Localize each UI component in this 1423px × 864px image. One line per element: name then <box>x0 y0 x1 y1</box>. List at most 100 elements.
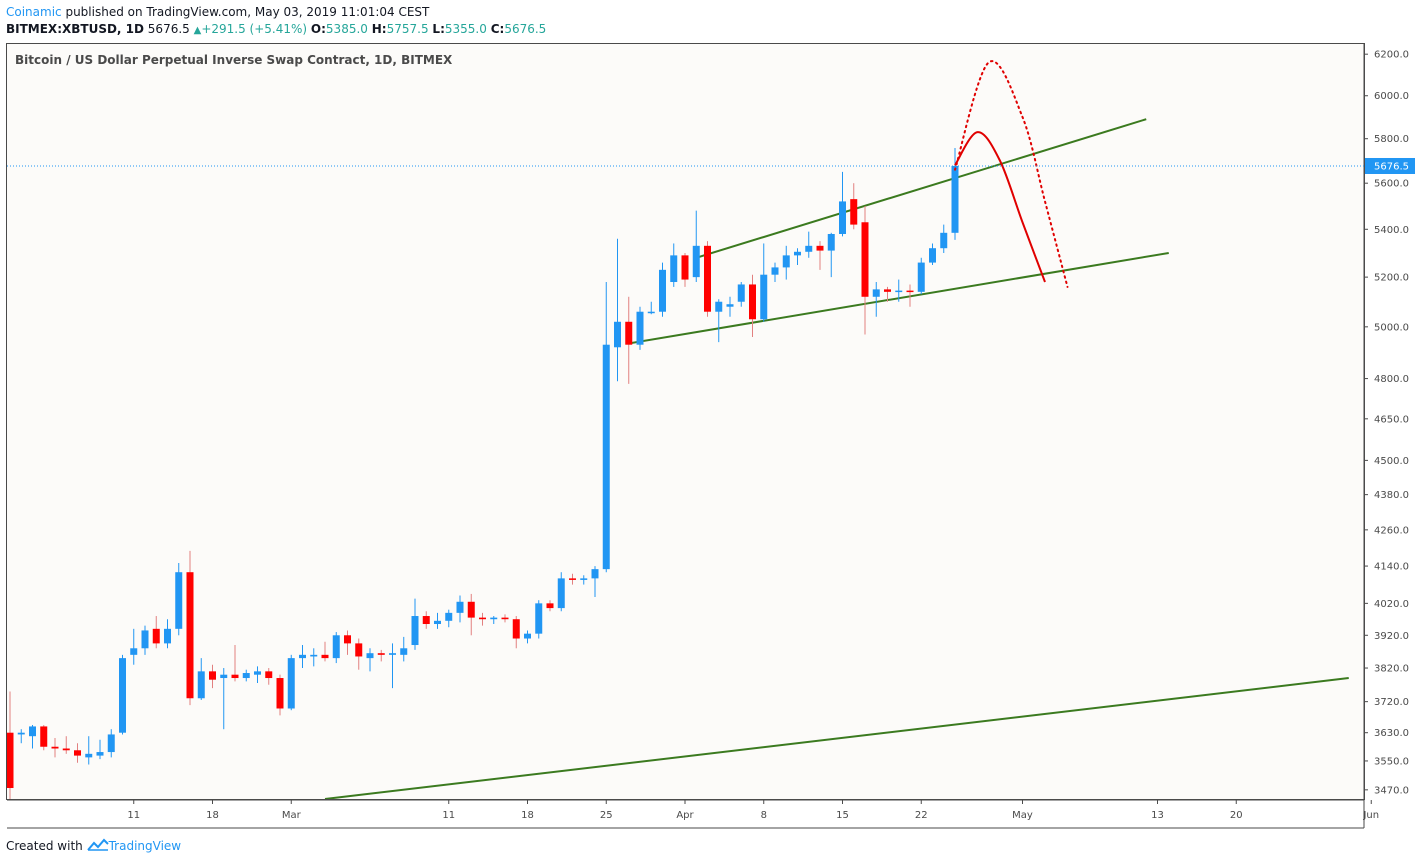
candle-body <box>917 262 925 292</box>
close-value: 5676.5 <box>504 22 547 36</box>
candle-body <box>107 734 115 753</box>
candle-body <box>501 617 509 620</box>
candle-body <box>242 673 250 679</box>
candle-body <box>85 753 93 758</box>
tradingview-brand[interactable]: TradingView <box>108 839 182 853</box>
x-tick-label: 15 <box>836 810 849 821</box>
y-tick-label: 6000.0 <box>1374 91 1409 102</box>
y-tick-label: 3720.0 <box>1374 697 1409 708</box>
publish-line: Coinamic published on TradingView.com, M… <box>6 4 429 20</box>
footer: Created with TradingView <box>6 838 181 853</box>
y-tick-label: 4500.0 <box>1374 456 1409 467</box>
candle-body <box>175 572 183 629</box>
candle-body <box>119 658 126 733</box>
last-price-label: 5676.5 <box>1374 161 1409 172</box>
candle-body <box>51 746 59 749</box>
candle-body <box>197 671 205 699</box>
x-tick-label: 11 <box>442 810 455 821</box>
tradingview-logo-icon <box>86 838 109 851</box>
trendline-upper-channel <box>695 118 1147 259</box>
candle-body <box>704 245 711 312</box>
chart-title: Bitcoin / US Dollar Perpetual Inverse Sw… <box>15 53 453 67</box>
candle-body <box>366 653 374 659</box>
candle-body <box>141 630 149 649</box>
candle-body <box>220 674 228 679</box>
low-label: L: <box>432 22 445 36</box>
candle-body <box>580 578 588 580</box>
candle-body <box>130 648 138 655</box>
x-tick-label: 25 <box>600 810 613 821</box>
y-tick-label: 4140.0 <box>1374 562 1409 573</box>
candle-body <box>839 201 846 234</box>
y-tick-label: 5000.0 <box>1374 322 1409 333</box>
trendlines-group <box>324 118 1349 799</box>
y-tick-label: 5600.0 <box>1374 179 1409 190</box>
candle-body <box>760 274 768 320</box>
y-tick-label: 4020.0 <box>1374 599 1409 610</box>
candle-body <box>186 572 194 699</box>
candle-body <box>62 748 70 751</box>
candle-body <box>951 165 959 233</box>
candle-body <box>625 321 633 345</box>
x-tick-label: 11 <box>127 810 140 821</box>
open-value: 5385.0 <box>325 22 368 36</box>
high-value: 5757.5 <box>386 22 429 36</box>
candle-body <box>816 245 824 251</box>
candle-body <box>782 255 790 268</box>
candle-body <box>749 284 756 320</box>
candle-body <box>569 578 576 580</box>
candle-body <box>40 726 48 747</box>
candle-body <box>895 290 903 293</box>
projection-group <box>954 60 1069 288</box>
candle-body <box>456 601 464 613</box>
candle-body <box>467 601 475 618</box>
y-tick-label: 4650.0 <box>1374 414 1409 425</box>
high-label: H: <box>371 22 387 36</box>
author-link[interactable]: Coinamic <box>6 5 62 19</box>
candle-body <box>445 612 453 621</box>
y-tick-label: 3630.0 <box>1374 728 1409 739</box>
up-arrow-icon: ▲ <box>193 25 202 36</box>
x-tick-label: Jun <box>1362 810 1379 821</box>
x-tick-label: 13 <box>1151 810 1164 821</box>
candle-body <box>861 222 869 297</box>
candle-body <box>929 248 936 263</box>
candle-body <box>659 269 666 312</box>
candle-body <box>299 654 306 659</box>
axes-group: 6200.0 6000.0 5800.0 5600.0 5400.0 5200.0 5000… <box>7 44 1409 829</box>
candle-body <box>276 678 284 709</box>
low-value: 5355.0 <box>444 22 487 36</box>
candle-body <box>164 628 171 644</box>
candle-body <box>7 732 14 789</box>
candle-body <box>400 648 408 655</box>
candle-body <box>512 619 520 639</box>
y-tick-label: 4800.0 <box>1374 374 1409 385</box>
x-tick-label: Mar <box>282 810 302 821</box>
candle-body <box>692 245 700 278</box>
y-tick-label: 5800.0 <box>1374 134 1409 145</box>
candle-body <box>850 199 858 225</box>
candle-body <box>647 311 655 314</box>
candle-body <box>670 255 678 283</box>
candle-body <box>321 654 329 659</box>
candle-body <box>479 617 486 620</box>
candle-body <box>355 643 363 657</box>
projection-solid <box>954 131 1046 283</box>
chart-pane[interactable] <box>6 43 1365 800</box>
candle-body <box>74 750 81 756</box>
candle-body <box>389 653 396 655</box>
candle-body <box>265 671 273 679</box>
trendline-long-support <box>324 677 1349 799</box>
candle-body <box>940 232 948 249</box>
candle-body <box>546 603 554 609</box>
candle-body <box>535 603 543 634</box>
candle-body <box>411 616 419 646</box>
candle-body <box>377 653 385 655</box>
candle-body <box>872 289 880 297</box>
close-label: C: <box>490 22 505 36</box>
y-tick-label: 3470.0 <box>1374 785 1409 796</box>
candle-body <box>434 620 441 625</box>
candle-body <box>332 635 340 659</box>
candle-body <box>805 245 813 252</box>
